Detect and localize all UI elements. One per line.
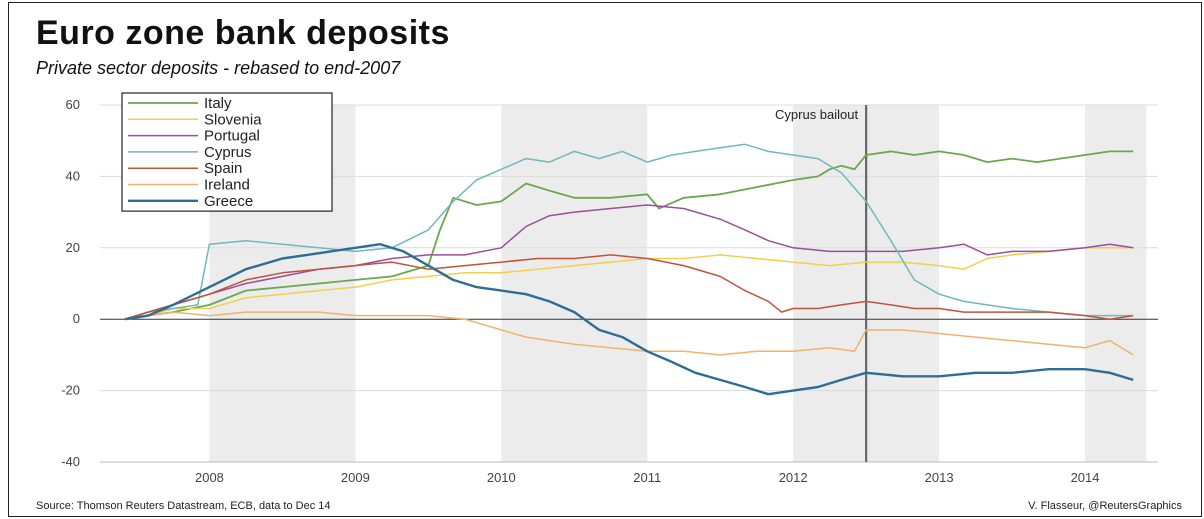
annotation-label: Cyprus bailout [775, 107, 858, 122]
credit-note: V. Flasseur, @ReutersGraphics [1028, 500, 1182, 512]
series-line-spain [124, 254, 1134, 320]
chart-legend: ItalySloveniaPortugalCyprusSpainIrelandG… [121, 92, 333, 212]
series-line-cyprus [124, 143, 1134, 320]
legend-label-slovenia: Slovenia [204, 111, 262, 128]
x-axis-ticks: 2008 2009 2010 2011 2012 2013 2014 [100, 461, 1158, 485]
y-tick-label: 60 [66, 97, 80, 112]
y-axis-ticks: 60 40 20 0 -20 -40 [61, 97, 80, 469]
chart-subtitle: Private sector deposits - rebased to end… [36, 58, 401, 78]
year-shading-bands [209, 105, 1147, 462]
x-tick-label: 2014 [1071, 470, 1100, 485]
y-tick-label: 20 [66, 240, 80, 255]
x-tick-label: 2010 [487, 470, 516, 485]
legend-label-italy: Italy [204, 95, 232, 112]
y-tick-label: -20 [61, 383, 80, 398]
legend-label-cyprus: Cyprus [204, 144, 252, 161]
x-tick-label: 2008 [195, 470, 224, 485]
shade-band-1 [501, 105, 648, 462]
source-note: Source: Thomson Reuters Datastream, ECB,… [36, 500, 331, 512]
series-line-italy [124, 150, 1134, 321]
legend-label-spain: Spain [204, 160, 242, 177]
series-line-portugal [124, 204, 1134, 320]
y-tick-label: -40 [61, 454, 80, 469]
legend-label-ireland: Ireland [204, 177, 250, 194]
x-tick-label: 2013 [925, 470, 954, 485]
chart-title: Euro zone bank deposits [36, 14, 450, 52]
legend-label-portugal: Portugal [204, 128, 260, 145]
x-tick-label: 2011 [633, 470, 661, 485]
series-line-ireland [124, 311, 1134, 356]
x-tick-label: 2009 [341, 470, 370, 485]
legend-label-greece: Greece [204, 193, 253, 210]
y-tick-label: 40 [66, 168, 80, 183]
series-lines [124, 143, 1134, 396]
chart-frame [8, 2, 1202, 517]
series-line-greece [124, 243, 1134, 396]
y-tick-label: 0 [73, 311, 80, 326]
x-tick-label: 2012 [779, 470, 808, 485]
shade-band-3 [1085, 105, 1147, 462]
annotation-cyprus-bailout: Cyprus bailout [775, 105, 868, 462]
